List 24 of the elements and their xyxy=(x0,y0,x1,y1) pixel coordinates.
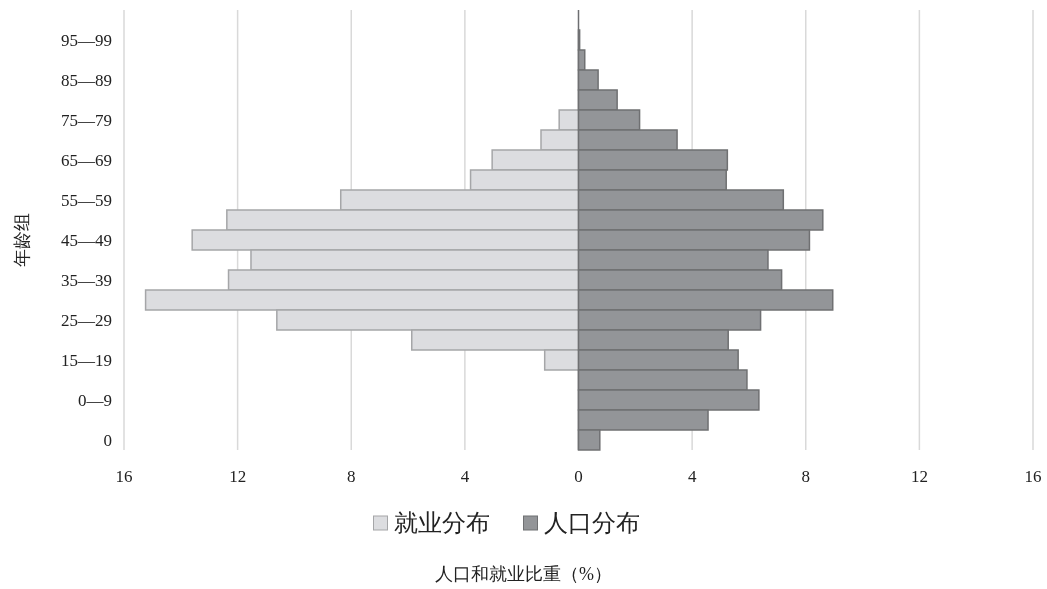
x-axis-title: 人口和就业比重（%） xyxy=(435,564,612,584)
x-tick-label: 8 xyxy=(347,467,356,486)
y-tick-label: 15—19 xyxy=(61,351,112,370)
y-tick-label: 0 xyxy=(103,431,112,450)
y-tick-label: 0—9 xyxy=(78,391,112,410)
legend-label: 人口分布 xyxy=(543,510,640,536)
y-tick-label: 25—29 xyxy=(61,311,112,330)
x-tick-label: 4 xyxy=(460,467,470,486)
y-tick-label: 65—69 xyxy=(61,151,112,170)
x-tick-label: 16 xyxy=(1024,467,1042,486)
y-tick-label: 95—99 xyxy=(61,31,112,50)
x-tick-label: 4 xyxy=(687,467,697,486)
y-tick-label: 75—79 xyxy=(61,111,112,130)
y-axis-title: 年龄组 xyxy=(12,213,32,267)
y-tick-label: 85—89 xyxy=(61,71,112,90)
x-tick-label: 12 xyxy=(910,467,928,486)
x-tick-label: 0 xyxy=(574,467,583,486)
x-tick-label: 8 xyxy=(801,467,810,486)
x-tick-label: 12 xyxy=(229,467,247,486)
y-tick-label: 35—39 xyxy=(61,271,112,290)
y-tick-label: 55—59 xyxy=(61,191,112,210)
x-tick-label: 16 xyxy=(115,467,133,486)
y-tick-label: 45—49 xyxy=(61,231,112,250)
legend-label: 就业分布 xyxy=(393,510,490,536)
